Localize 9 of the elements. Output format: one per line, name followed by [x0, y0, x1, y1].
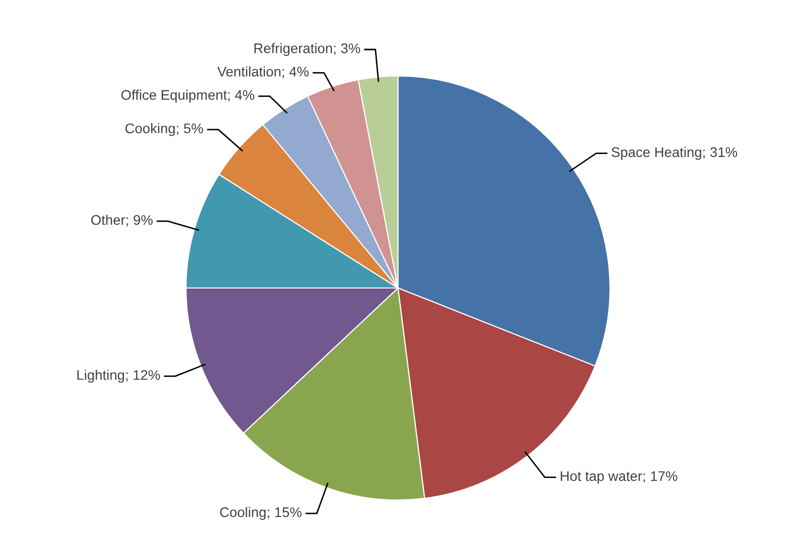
- slice-label: Lighting; 12%: [77, 370, 160, 383]
- slice-label: Cooling; 15%: [220, 506, 302, 520]
- slice-label: Other; 9%: [91, 214, 153, 227]
- slice-label: Office Equipment; 4%: [121, 90, 254, 103]
- slice-label: Cooking; 5%: [125, 123, 203, 136]
- slice-label: Hot tap water; 17%: [560, 471, 678, 484]
- slice-label: Refrigeration; 3%: [254, 43, 360, 56]
- slice-label: Ventilation; 4%: [217, 66, 309, 78]
- slice-label: Space Heating; 31%: [612, 146, 738, 160]
